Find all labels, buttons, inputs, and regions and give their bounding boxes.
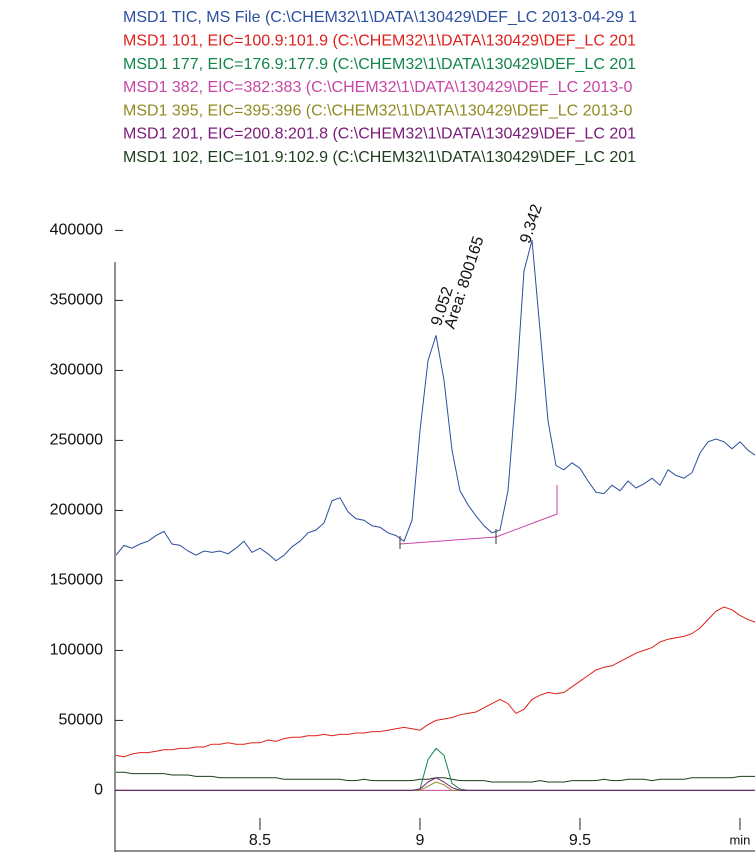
y-tick-label: 200000	[50, 502, 103, 519]
legend-entry: MSD1 102, EIC=101.9:102.9 (C:\CHEM32\1\D…	[123, 149, 636, 166]
x-tick-label: 9.5	[569, 832, 591, 849]
y-tick-label: 400000	[50, 222, 103, 239]
integration-baseline	[399, 485, 558, 545]
series-line	[116, 777, 755, 791]
y-tick-label: 0	[94, 782, 103, 799]
ticks: 0 50000 100000 150000 200000 250000 300000 3500…	[50, 222, 751, 850]
y-tick-label: 350000	[50, 292, 103, 309]
legend: MSD1 TIC, MS File (C:\CHEM32\1\DATA\1304…	[123, 9, 637, 166]
x-tick-label: 8.5	[249, 832, 271, 849]
peak-annotation: Area: 800165	[442, 234, 488, 331]
lines	[116, 240, 755, 791]
x-tick-label: min	[729, 832, 750, 847]
plot-area	[116, 240, 755, 791]
series-line	[116, 771, 755, 783]
series-line	[116, 606, 755, 758]
legend-entry: MSD1 TIC, MS File (C:\CHEM32\1\DATA\1304…	[123, 9, 637, 26]
series-line	[116, 781, 755, 791]
legend-entry: MSD1 201, EIC=200.8:201.8 (C:\CHEM32\1\D…	[123, 126, 636, 143]
legend-entry: MSD1 382, EIC=382:383 (C:\CHEM32\1\DATA\…	[123, 79, 633, 96]
y-tick-label: 250000	[50, 432, 103, 449]
y-tick-label: 100000	[50, 642, 103, 659]
legend-entry: MSD1 177, EIC=176.9:177.9 (C:\CHEM32\1\D…	[123, 56, 636, 73]
y-tick-label: 50000	[59, 712, 104, 729]
series-line	[116, 747, 755, 791]
legend-entry: MSD1 101, EIC=100.9:101.9 (C:\CHEM32\1\D…	[123, 33, 636, 50]
peak-annotation: 9.342	[517, 202, 546, 245]
y-tick-label: 150000	[50, 572, 103, 589]
y-tick-label: 300000	[50, 362, 103, 379]
x-tick-label: 9	[416, 832, 425, 849]
legend-entry: MSD1 395, EIC=395:396 (C:\CHEM32\1\DATA\…	[123, 102, 633, 119]
series-line	[116, 240, 755, 562]
